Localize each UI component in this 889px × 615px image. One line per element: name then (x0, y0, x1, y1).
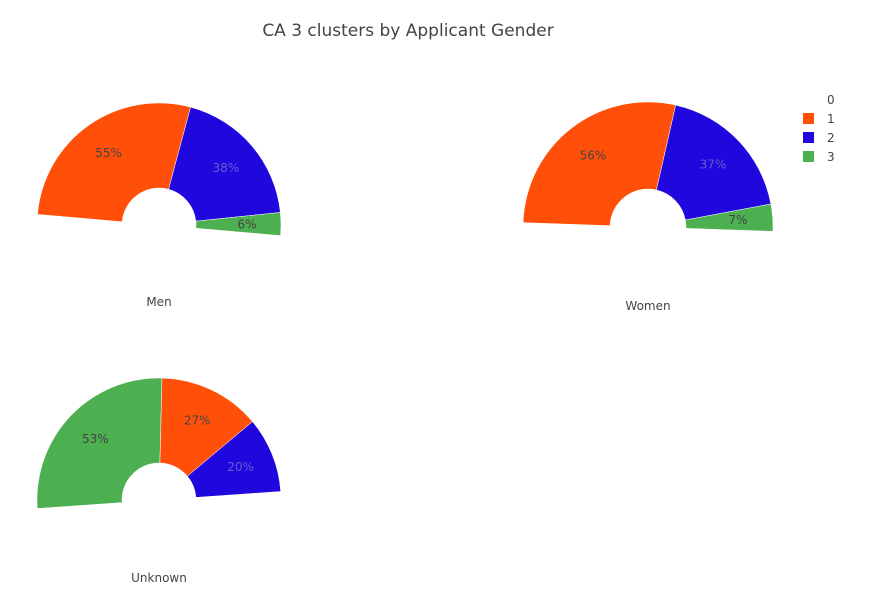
legend-item-1[interactable]: 1 (803, 112, 835, 126)
legend-item-2[interactable]: 2 (803, 131, 835, 145)
pie-title-women: Women (625, 299, 670, 313)
legend-label-0: 0 (827, 93, 835, 107)
slice-label-women-3: 7% (728, 213, 747, 227)
legend-swatch-3 (803, 151, 814, 162)
legend-item-0[interactable]: 0 (827, 93, 835, 107)
pie-unknown: 53% 27% 20% Unknown (36, 377, 281, 585)
pie-charts-group: 55% 38% 6% Men 56% 37% 7% Women 53% 27% 20% Unknown (36, 101, 774, 585)
slice-men-1[interactable] (37, 102, 191, 223)
slice-label-women-1: 56% (580, 149, 607, 163)
slice-label-men-1: 55% (95, 146, 122, 160)
legend[interactable]: 0 1 2 3 (803, 93, 835, 164)
legend-swatch-1 (803, 113, 814, 124)
pie-women: 56% 37% 7% Women (522, 101, 774, 313)
slice-label-women-2: 37% (700, 157, 727, 171)
slice-unknown-1[interactable] (159, 377, 253, 477)
slice-label-unknown-3: 53% (82, 432, 109, 446)
pie-title-unknown: Unknown (131, 571, 187, 585)
legend-swatch-2 (803, 132, 814, 143)
legend-item-3[interactable]: 3 (803, 150, 835, 164)
slice-label-unknown-1: 27% (184, 414, 211, 428)
chart-title: CA 3 clusters by Applicant Gender (262, 21, 553, 41)
legend-label-1: 1 (827, 112, 835, 126)
slice-men-3[interactable] (195, 212, 282, 236)
slice-label-unknown-2: 20% (227, 460, 254, 474)
slice-men-2[interactable] (168, 106, 281, 222)
legend-label-3: 3 (827, 150, 835, 164)
slice-women-3[interactable] (685, 203, 774, 232)
slice-women-1[interactable] (522, 101, 676, 226)
slice-women-2[interactable] (656, 104, 772, 221)
slice-unknown-2[interactable] (186, 421, 281, 498)
pie-men: 55% 38% 6% Men (37, 102, 282, 309)
pie-title-men: Men (146, 295, 171, 309)
slice-label-men-3: 6% (237, 217, 256, 231)
slice-label-men-2: 38% (213, 161, 240, 175)
slice-unknown-3[interactable] (36, 377, 163, 509)
legend-label-2: 2 (827, 131, 835, 145)
